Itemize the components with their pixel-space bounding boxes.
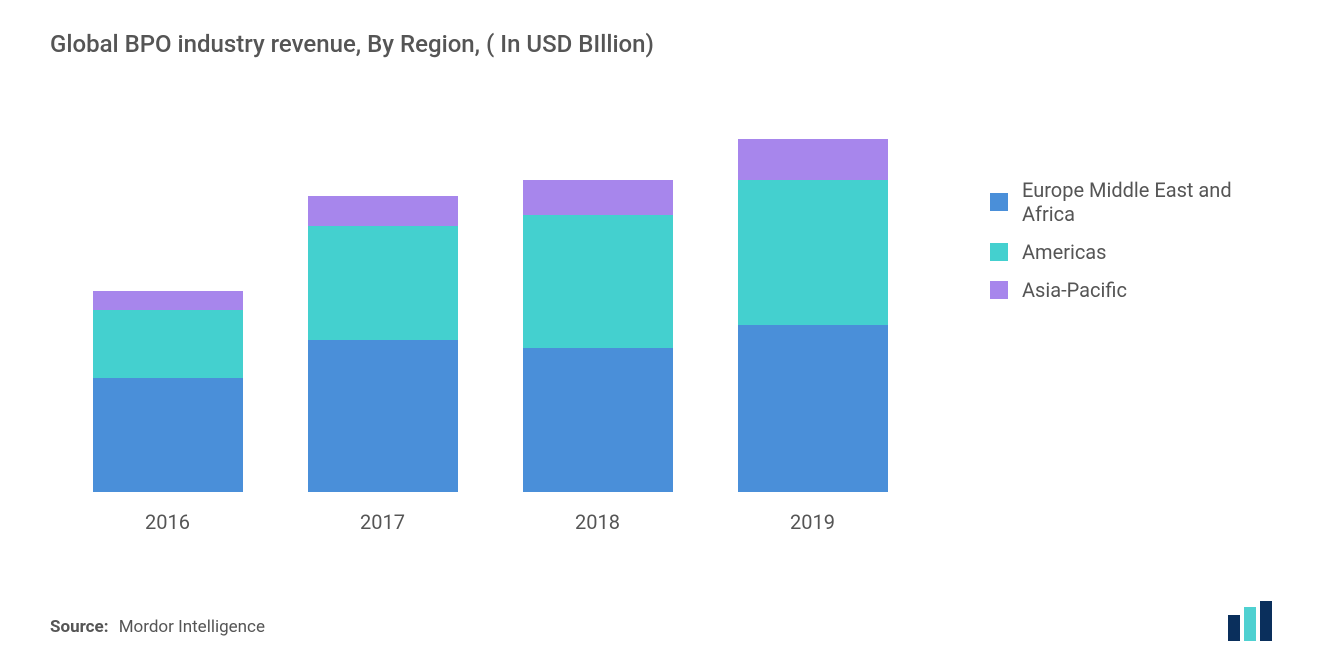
bar-group: 2018 — [523, 108, 673, 538]
bar-segment — [738, 139, 888, 181]
bar-segment — [93, 378, 243, 492]
bar-stack — [523, 108, 673, 492]
bar-segment — [738, 325, 888, 492]
bar-segment — [523, 180, 673, 214]
bar-group: 2016 — [93, 108, 243, 538]
chart-title: Global BPO industry revenue, By Region, … — [50, 30, 1280, 58]
plot-area: 2016 2017 2018 2019 — [50, 108, 930, 538]
legend-label: Americas — [1022, 240, 1107, 264]
x-axis-label: 2017 — [360, 510, 405, 538]
bar-segment — [93, 291, 243, 310]
bar-group: 2017 — [308, 108, 458, 538]
legend-item: Europe Middle East and Africa — [990, 178, 1280, 226]
legend-swatch-icon — [990, 281, 1008, 299]
legend-item: Asia-Pacific — [990, 278, 1280, 302]
bar-stack — [738, 108, 888, 492]
legend-label: Asia-Pacific — [1022, 278, 1127, 302]
bar-segment — [738, 180, 888, 324]
bar-segment — [523, 348, 673, 492]
x-axis-label: 2016 — [145, 510, 190, 538]
chart-row: 2016 2017 2018 2019 Europe Middle East and … — [50, 108, 1280, 538]
legend-item: Americas — [990, 240, 1280, 264]
bar-segment — [93, 310, 243, 378]
source-name: Mordor Intelligence — [119, 617, 265, 637]
source-attribution: Source: Mordor Intelligence — [50, 617, 265, 637]
legend-label: Europe Middle East and Africa — [1022, 178, 1280, 226]
legend: Europe Middle East and Africa Americas Asi… — [930, 108, 1280, 316]
bar-group: 2019 — [738, 108, 888, 538]
source-label: Source: — [50, 617, 108, 637]
bar-segment — [308, 340, 458, 492]
bar-stack — [93, 108, 243, 492]
x-axis-label: 2019 — [790, 510, 835, 538]
legend-swatch-icon — [990, 193, 1008, 211]
legend-swatch-icon — [990, 243, 1008, 261]
bar-segment — [523, 215, 673, 348]
brand-logo-icon — [1226, 601, 1280, 641]
x-axis-label: 2018 — [575, 510, 620, 538]
bar-segment — [308, 226, 458, 340]
bar-segment — [308, 196, 458, 226]
bar-stack — [308, 108, 458, 492]
